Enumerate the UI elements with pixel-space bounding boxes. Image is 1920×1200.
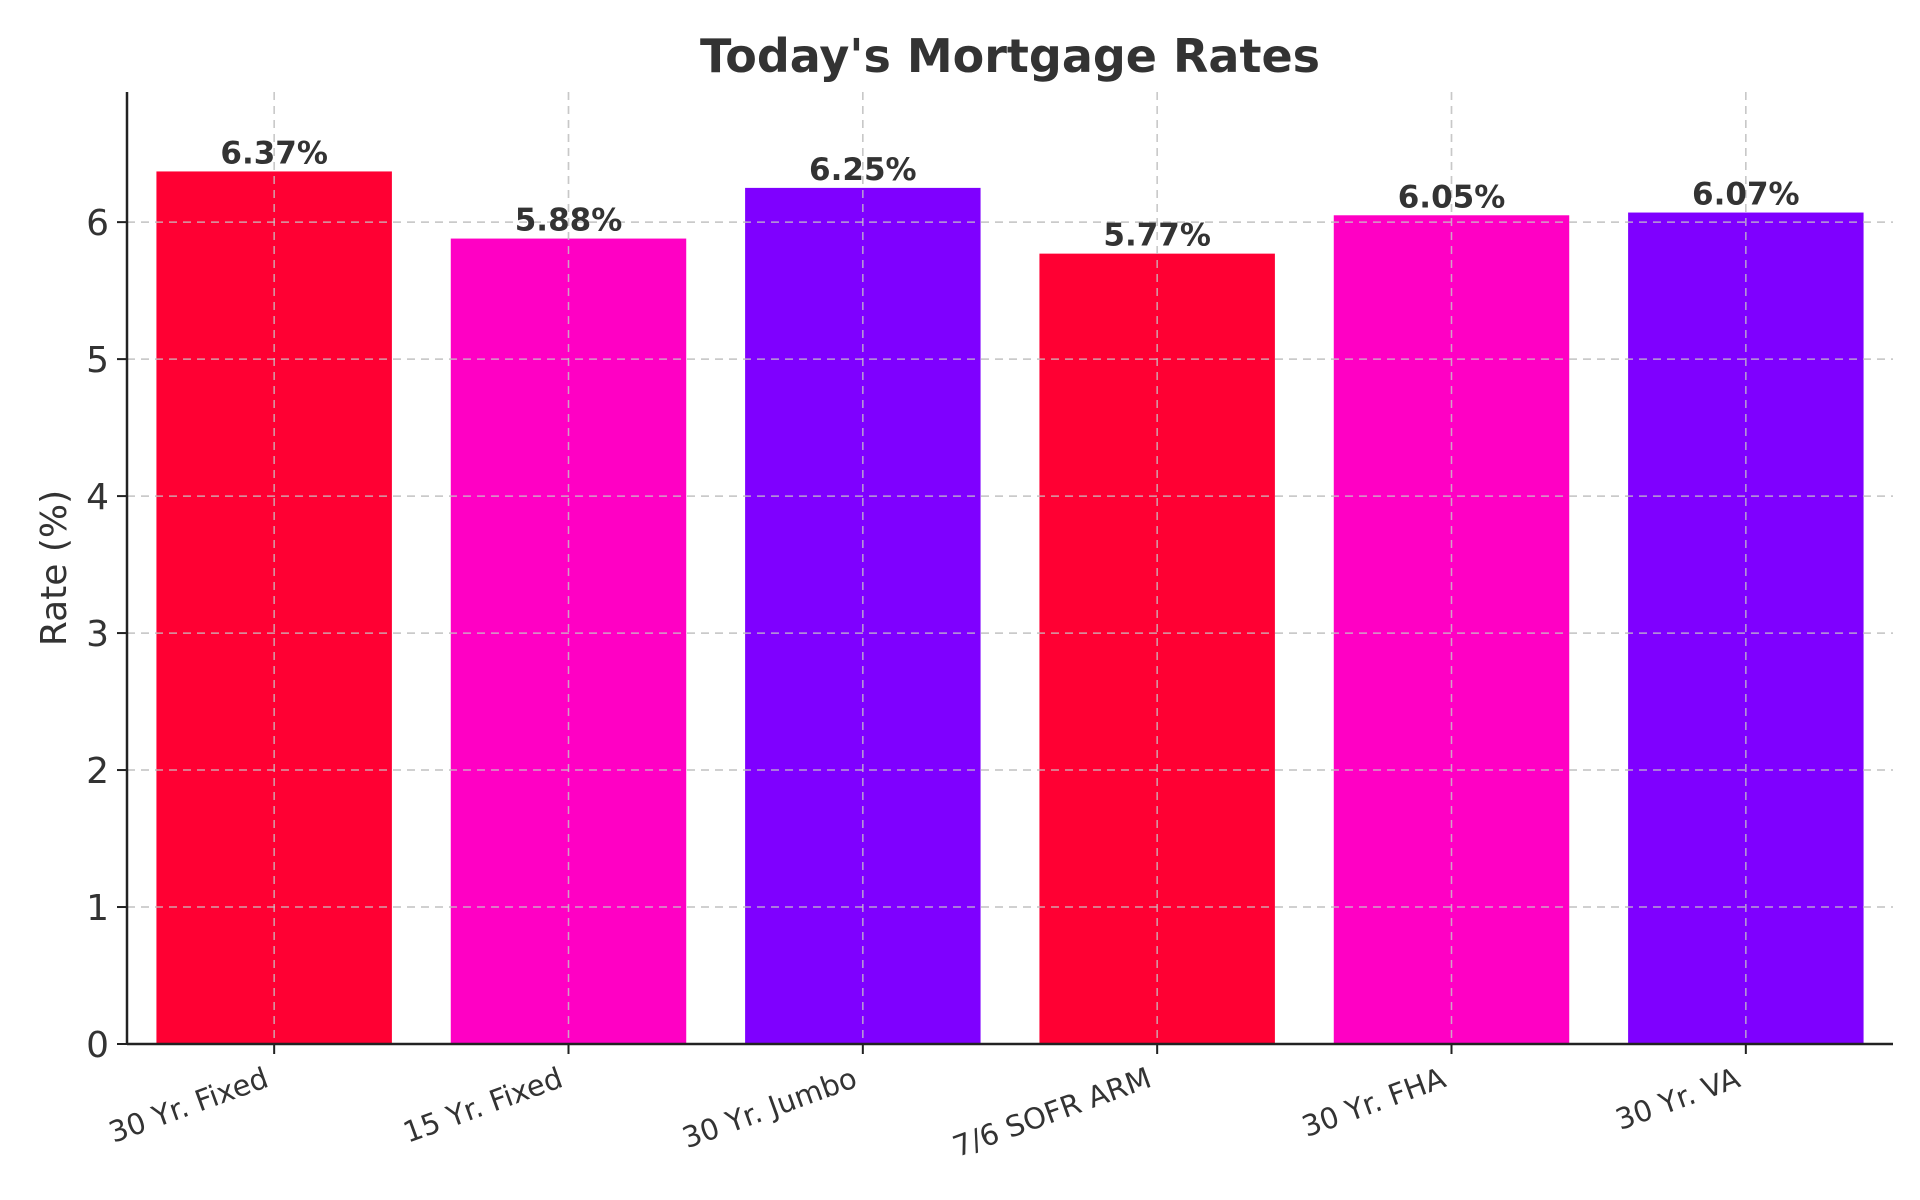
axes <box>125 92 1893 1046</box>
y-axis-label: Rate (%) <box>34 490 75 646</box>
chart-title: Today's Mortgage Rates <box>700 29 1320 83</box>
x-tick-label-4: 30 Yr. FHA <box>1297 1061 1450 1144</box>
y-tick-label-2: 2 <box>86 751 109 792</box>
bar-3 <box>1039 253 1275 1045</box>
x-tick-label-1: 15 Yr. Fixed <box>399 1061 567 1150</box>
y-tick-label-3: 3 <box>86 614 109 655</box>
y-tick-label-5: 5 <box>86 340 109 381</box>
y-tick-label-4: 4 <box>86 477 109 518</box>
y-tick-label-1: 1 <box>86 888 109 929</box>
x-tick-label-2: 30 Yr. Jumbo <box>678 1061 861 1155</box>
y-tick-label-0: 0 <box>86 1025 109 1066</box>
data-label-5: 6.07% <box>1692 177 1800 213</box>
data-label-1: 5.88% <box>515 203 623 239</box>
data-labels: 6.37% 5.88% 6.25% 5.77% 6.05% 6.07% <box>220 135 1799 253</box>
x-tick-label-3: 7/6 SOFR ARM <box>948 1061 1155 1164</box>
x-axis-ticks: 30 Yr. Fixed 15 Yr. Fixed 30 Yr. Jumbo 7/6 … <box>104 1044 1747 1164</box>
data-label-2: 6.25% <box>809 152 917 188</box>
data-label-0: 6.37% <box>220 135 328 171</box>
x-tick-label-0: 30 Yr. Fixed <box>104 1061 272 1150</box>
y-axis-ticks: 0 1 2 3 4 5 6 <box>86 203 127 1066</box>
y-tick-label-6: 6 <box>86 203 109 244</box>
x-tick-label-5: 30 Yr. VA <box>1611 1061 1744 1137</box>
data-label-4: 6.05% <box>1398 179 1506 215</box>
bars <box>127 92 1893 1045</box>
data-label-3: 5.77% <box>1103 218 1211 254</box>
